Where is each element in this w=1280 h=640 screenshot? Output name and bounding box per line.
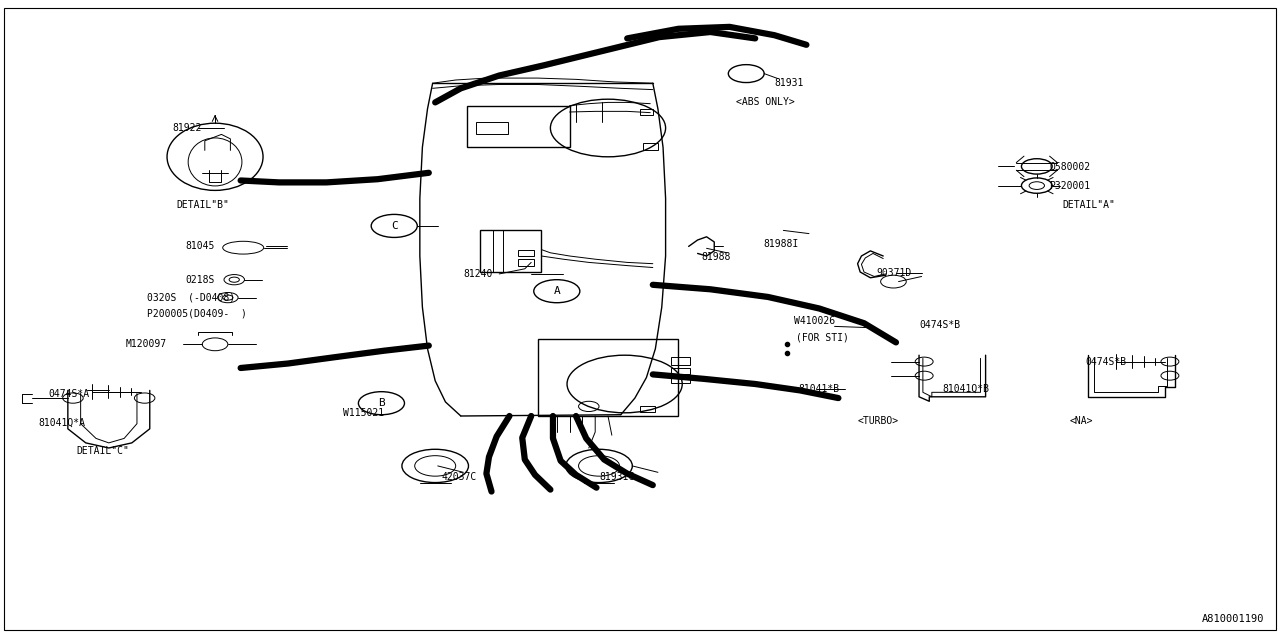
Text: 81240: 81240 — [463, 269, 493, 279]
Text: 81988I: 81988I — [763, 239, 799, 250]
Text: B: B — [378, 398, 385, 408]
Text: (FOR STI): (FOR STI) — [796, 332, 849, 342]
Text: DETAIL"C": DETAIL"C" — [77, 446, 129, 456]
Text: P200005(D0409-  ): P200005(D0409- ) — [147, 308, 247, 319]
Text: A: A — [553, 286, 561, 296]
Text: W410026: W410026 — [794, 316, 835, 326]
Text: <TURBO>: <TURBO> — [858, 416, 899, 426]
Text: 81931: 81931 — [774, 78, 804, 88]
Text: 81041*B: 81041*B — [799, 384, 840, 394]
Text: 0474S*A: 0474S*A — [49, 388, 90, 399]
Text: 81041Q*A: 81041Q*A — [38, 417, 86, 428]
Text: 81922: 81922 — [173, 123, 202, 133]
Text: 42037C: 42037C — [442, 472, 477, 482]
Text: 0320S  (-D0408): 0320S (-D0408) — [147, 292, 236, 303]
Text: M120097: M120097 — [125, 339, 166, 349]
Text: 81988: 81988 — [701, 252, 731, 262]
Text: 0474S*B: 0474S*B — [1085, 356, 1126, 367]
Text: <ABS ONLY>: <ABS ONLY> — [736, 97, 795, 108]
Text: 81931C: 81931C — [599, 472, 635, 482]
Text: W115021: W115021 — [343, 408, 384, 418]
Text: Q580002: Q580002 — [1050, 161, 1091, 172]
Text: 0218S: 0218S — [186, 275, 215, 285]
Text: P320001: P320001 — [1050, 180, 1091, 191]
Text: 90371D: 90371D — [877, 268, 913, 278]
Text: DETAIL"B": DETAIL"B" — [177, 200, 229, 210]
Text: 81045: 81045 — [186, 241, 215, 252]
Text: A810001190: A810001190 — [1202, 614, 1265, 624]
Text: <NA>: <NA> — [1070, 416, 1093, 426]
Text: DETAIL"A": DETAIL"A" — [1062, 200, 1115, 210]
Text: 81041Q*B: 81041Q*B — [942, 384, 989, 394]
Text: C: C — [390, 221, 398, 231]
Text: 0474S*B: 0474S*B — [919, 320, 960, 330]
